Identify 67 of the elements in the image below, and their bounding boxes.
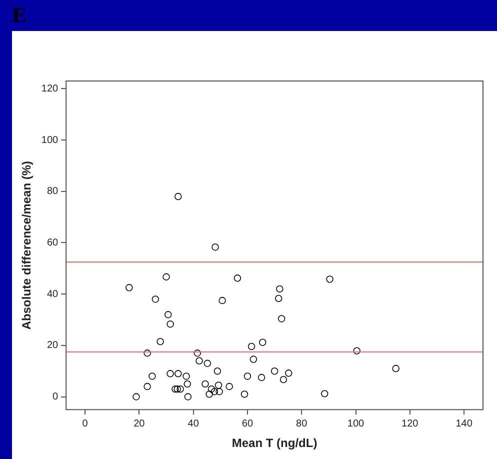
- point: [162, 273, 170, 280]
- point: [212, 243, 219, 251]
- point: [285, 370, 292, 377]
- point: [184, 393, 192, 400]
- x-tick-label: 40: [188, 418, 200, 430]
- point: [270, 367, 278, 375]
- point: [174, 192, 182, 200]
- point: [214, 367, 222, 375]
- point: [132, 393, 140, 400]
- point: [280, 376, 288, 384]
- point: [278, 315, 286, 322]
- y-axis-title: Absolute difference/mean (%): [20, 160, 34, 330]
- point: [258, 374, 266, 382]
- point: [152, 296, 160, 303]
- point: [144, 382, 151, 390]
- point: [182, 372, 190, 380]
- point: [353, 347, 360, 354]
- x-tick-label: 100: [347, 418, 365, 430]
- point: [194, 350, 201, 357]
- point: [326, 276, 334, 283]
- point: [214, 382, 222, 389]
- point: [144, 350, 151, 357]
- y-tick-label: 60: [46, 237, 59, 248]
- point: [204, 360, 212, 367]
- point: [164, 311, 172, 318]
- y-tick-label: 40: [46, 288, 59, 300]
- point: [208, 385, 216, 393]
- point: [176, 385, 184, 393]
- point: [226, 382, 233, 390]
- y-tick-label: 0: [52, 392, 59, 403]
- point: [216, 388, 223, 396]
- point: [184, 380, 191, 388]
- chart-title: E: [12, 2, 27, 28]
- point: [206, 390, 213, 398]
- point: [240, 390, 248, 398]
- point: [166, 320, 174, 328]
- point: [276, 285, 284, 293]
- x-tick-label: 20: [134, 418, 146, 430]
- point: [259, 338, 266, 346]
- y-tick-label: 20: [46, 340, 59, 352]
- point: [321, 390, 328, 398]
- point: [172, 385, 179, 393]
- point: [156, 338, 164, 346]
- x-tick-label: 60: [242, 418, 254, 430]
- point: [218, 296, 226, 304]
- point: [174, 385, 181, 393]
- point: [244, 372, 252, 380]
- point: [148, 372, 156, 380]
- point: [248, 342, 256, 350]
- point: [392, 364, 400, 372]
- point: [126, 284, 133, 292]
- point: [196, 357, 203, 364]
- point: [250, 356, 258, 363]
- point: [202, 380, 209, 388]
- x-tick-label: 80: [296, 418, 308, 430]
- x-tick-label: 0: [82, 418, 88, 430]
- y-tick-label: 100: [41, 134, 59, 146]
- y-tick-label: 80: [46, 186, 59, 198]
- x-axis-title: Mean T (ng/dL): [232, 436, 318, 450]
- point: [174, 370, 182, 378]
- y-tick-label: 120: [41, 83, 59, 94]
- x-tick-label: 140: [456, 418, 473, 430]
- point: [234, 274, 242, 282]
- point: [166, 370, 174, 378]
- point: [210, 388, 218, 396]
- x-tick-label: 120: [402, 418, 419, 430]
- point: [275, 294, 282, 302]
